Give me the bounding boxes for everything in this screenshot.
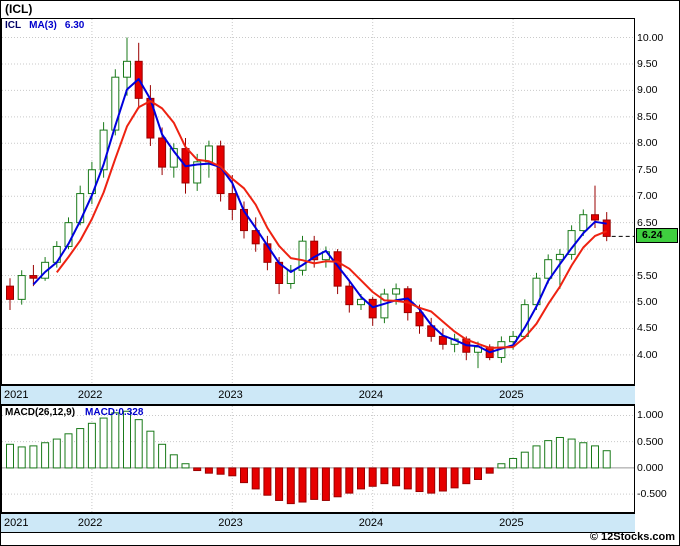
price-y-axis: 10.00 9.50 9.00 8.50 8.00 7.50 7.00 6.50 5.50 5.0… — [637, 19, 679, 384]
legend-symbol: ICL — [5, 20, 22, 31]
price-axis-label: 6.50 — [637, 216, 658, 229]
price-axis-label: 7.50 — [637, 163, 658, 176]
x-axis-year-label: 2024 — [358, 389, 384, 401]
price-axis-label: 7.00 — [637, 190, 658, 203]
price-legend: ICL MA(3) 6.30 — [5, 20, 84, 31]
x-axis-year-label: 2025 — [499, 389, 524, 401]
price-axis-label: 5.00 — [637, 296, 658, 308]
x-axis-year-label: 2024 — [358, 517, 384, 529]
price-x-axis-band: 2021 2022 2023 2024 2025 — [1, 385, 635, 405]
x-axis-year-label: 2023 — [218, 517, 243, 529]
credit-link[interactable]: © 12Stocks.com — [589, 531, 675, 543]
legend-ma-value: 6.30 — [64, 20, 85, 31]
price-chart-panel: ICL MA(3) 6.30 — [1, 18, 635, 385]
price-axis-label: 4.00 — [637, 348, 658, 361]
price-axis-label: 9.50 — [637, 57, 658, 70]
legend-ma-label: MA(3) — [29, 20, 57, 31]
macd-axis-label: 0.000 — [637, 461, 664, 474]
price-axis-label: 8.00 — [637, 137, 658, 150]
x-axis-year-label: 2023 — [218, 389, 243, 401]
candles-layer — [6, 37, 611, 369]
macd-chart-canvas — [2, 406, 634, 512]
last-price-tag: 6.24 — [636, 228, 678, 244]
macd-indicator-label: MACD(26,12,9) — [5, 407, 76, 418]
macd-x-axis-band: 2021 2022 2023 2024 2025 — [1, 513, 635, 533]
price-chart-canvas — [2, 19, 634, 384]
ma-long-line — [56, 100, 608, 349]
price-axis-label: 9.00 — [637, 84, 658, 97]
macd-legend: MACD(26,12,9) MACD:0.328 — [5, 407, 143, 418]
macd-indicator-value: MACD:0.328 — [85, 407, 144, 418]
price-axis-label: 8.50 — [637, 110, 658, 123]
macd-panel: MACD(26,12,9) MACD:0.328 — [1, 405, 635, 513]
x-axis-year-label: 2025 — [499, 517, 524, 529]
macd-axis-label: 0.500 — [637, 435, 664, 448]
macd-bars-layer — [6, 410, 611, 505]
price-axis-label: 10.00 — [637, 31, 664, 44]
macd-axis-label: 1.000 — [637, 409, 664, 422]
macd-axis-label: -0.500 — [637, 488, 667, 501]
price-axis-label: 5.50 — [637, 269, 658, 282]
x-axis-year-label: 2021 — [4, 389, 29, 401]
chart-title: (ICL) — [5, 2, 33, 16]
x-axis-year-label: 2022 — [77, 389, 103, 401]
macd-y-axis: 1.000 0.500 0.000 -0.500 — [637, 406, 679, 512]
price-axis-label: 4.50 — [637, 322, 658, 335]
x-axis-year-label: 2022 — [77, 517, 103, 529]
ma-short-line — [32, 78, 607, 354]
x-axis-year-label: 2021 — [4, 517, 29, 529]
